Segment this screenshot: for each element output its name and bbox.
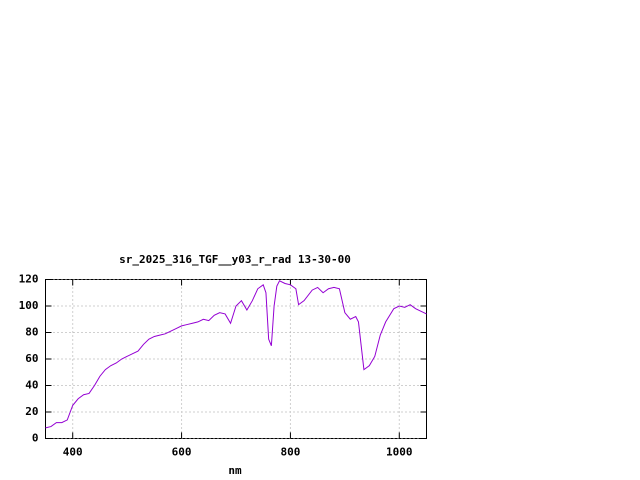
x-tick-label: 400 <box>63 446 83 459</box>
y-tick-label: 0 <box>32 432 39 445</box>
x-tick-label: 600 <box>172 446 192 459</box>
data-line <box>45 280 427 429</box>
x-tick-label: 800 <box>280 446 300 459</box>
x-tick-label: 1000 <box>386 446 413 459</box>
y-tick-label: 120 <box>19 273 39 286</box>
y-tick-label: 60 <box>25 352 38 365</box>
y-tick-label: 80 <box>25 326 38 339</box>
plot-border <box>45 279 427 439</box>
y-tick-label: 20 <box>25 405 38 418</box>
chart-title: sr_2025_316_TGF__y03_r_rad 13-30-00 <box>119 253 351 266</box>
x-axis-label: nm <box>228 464 242 477</box>
y-tick-label: 40 <box>25 379 38 392</box>
y-tick-label: 100 <box>19 299 39 312</box>
